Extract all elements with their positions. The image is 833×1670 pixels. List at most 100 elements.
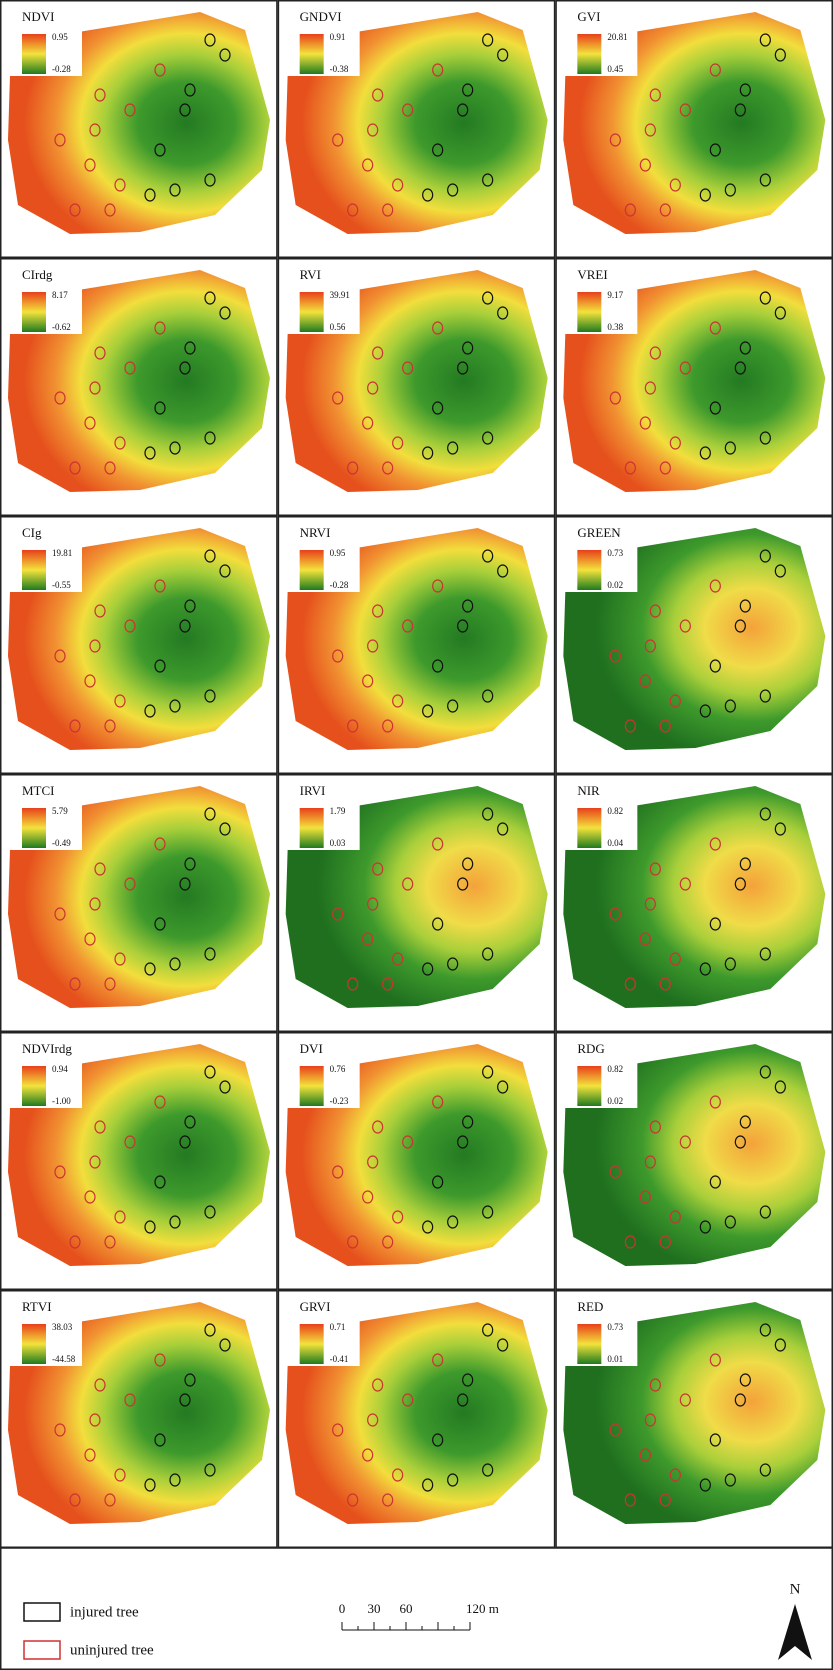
color-ramp	[300, 1066, 324, 1106]
map-panel: DVI0.76-0.23	[278, 1033, 554, 1290]
injured-label: injured tree	[70, 1604, 139, 1620]
color-ramp	[577, 292, 601, 332]
legend-min: 0.01	[607, 1354, 623, 1364]
legend-min: 0.56	[330, 322, 346, 332]
figure: NDVI 0.95 -0.28 GNDVI 0.91 -0.38 GVI 20.81 0.45 C…	[0, 0, 833, 1670]
legend-max: 5.79	[52, 806, 68, 816]
panel-title: RDG	[577, 1041, 604, 1056]
color-ramp	[577, 808, 601, 848]
legend-min: 0.02	[607, 580, 623, 590]
north-arrow	[778, 1604, 812, 1660]
legend-max: 39.91	[330, 290, 350, 300]
color-ramp	[22, 1066, 46, 1106]
legend-max: 0.91	[330, 32, 346, 42]
uninjured-label: uninjured tree	[70, 1642, 154, 1658]
color-ramp	[300, 808, 324, 848]
injured-swatch	[24, 1603, 60, 1621]
color-ramp	[22, 550, 46, 590]
panel-title: CIg	[22, 525, 42, 540]
color-ramp	[577, 34, 601, 74]
legend-max: 0.73	[607, 548, 623, 558]
legend-max: 1.79	[330, 806, 346, 816]
map-panel: VREI9.17 0.38	[556, 259, 832, 516]
panel-title: VREI	[577, 267, 607, 282]
panel-title: RED	[577, 1299, 603, 1314]
legend-min: -44.58	[52, 1354, 76, 1364]
map-panel: CIg 19.81 -0.55	[1, 517, 277, 774]
uninjured-swatch	[24, 1641, 60, 1659]
color-ramp	[577, 1324, 601, 1364]
legend-min: -0.23	[330, 1096, 349, 1106]
legend-min: 0.04	[607, 838, 623, 848]
map-panel: RVI 39.91 0.56	[278, 259, 554, 516]
map-panel: RTVI38.03-44.58	[1, 1291, 277, 1548]
panel-title: IRVI	[300, 783, 326, 798]
scale-label: 0	[339, 1601, 346, 1616]
scale-label: 30	[368, 1601, 381, 1616]
panel-title: NRVI	[300, 525, 331, 540]
north-label: N	[790, 1581, 801, 1597]
panel-title: NDVIrdg	[22, 1041, 72, 1056]
map-panel: NDVIrdg 0.94 -1.00	[1, 1033, 277, 1290]
legend-max: 8.17	[52, 290, 68, 300]
legend-min: -0.28	[52, 64, 71, 74]
map-panel: RED 0.73 0.01	[556, 1291, 832, 1548]
legend-min: -1.00	[52, 1096, 71, 1106]
legend-min: -0.62	[52, 322, 71, 332]
legend-min: 0.02	[607, 1096, 623, 1106]
map-panel: GRVI 0.71 -0.41	[278, 1291, 554, 1548]
map-panel: NIR 0.82 0.04	[556, 775, 832, 1032]
map-panel: RDG0.82 0.02	[556, 1033, 832, 1290]
panel-title: NIR	[577, 783, 600, 798]
legend-area: injured tree uninjured tree 0 30 60 120 m N	[24, 1581, 812, 1660]
color-ramp	[22, 1324, 46, 1364]
map-panel: NDVI 0.95 -0.28	[1, 1, 277, 258]
legend-min: -0.28	[330, 580, 349, 590]
color-ramp	[300, 292, 324, 332]
map-panel: CIrdg 8.17 -0.62	[1, 259, 277, 516]
legend-max: 0.73	[607, 1322, 623, 1332]
legend-max: 38.03	[52, 1322, 73, 1332]
legend-max: 19.81	[52, 548, 72, 558]
color-ramp	[22, 292, 46, 332]
map-panel: GNDVI 0.91 -0.38	[278, 1, 554, 258]
color-ramp	[22, 34, 46, 74]
color-ramp	[577, 1066, 601, 1106]
legend-min: -0.55	[52, 580, 71, 590]
map-panel: NRVI 0.95 -0.28	[278, 517, 554, 774]
legend-max: 0.95	[52, 32, 68, 42]
legend-max: 0.71	[330, 1322, 346, 1332]
legend-min: 0.38	[607, 322, 623, 332]
panel-title: CIrdg	[22, 267, 53, 282]
legend-max: 20.81	[607, 32, 627, 42]
legend-max: 0.82	[607, 1064, 623, 1074]
panel-title: GVI	[577, 9, 600, 24]
color-ramp	[22, 808, 46, 848]
panel-title: GRVI	[300, 1299, 331, 1314]
legend-min: -0.41	[330, 1354, 349, 1364]
panel-title: RVI	[300, 267, 321, 282]
map-panel: MTCI 5.79 -0.49	[1, 775, 277, 1032]
legend-max: 9.17	[607, 290, 623, 300]
legend-max: 0.76	[330, 1064, 346, 1074]
map-panel: GVI 20.81 0.45	[556, 1, 832, 258]
scale-bar: 0 30 60 120 m	[339, 1601, 499, 1630]
legend-min: 0.45	[607, 64, 623, 74]
panel-title: NDVI	[22, 9, 55, 24]
legend-max: 0.95	[330, 548, 346, 558]
color-ramp	[300, 1324, 324, 1364]
panel-title: GNDVI	[300, 9, 342, 24]
color-ramp	[300, 550, 324, 590]
map-panel: GREEN0.730.02	[556, 517, 832, 774]
legend-max: 0.82	[607, 806, 623, 816]
panel-title: MTCI	[22, 783, 55, 798]
color-ramp	[300, 34, 324, 74]
scale-label: 60	[400, 1601, 413, 1616]
legend-min: -0.49	[52, 838, 71, 848]
color-ramp	[577, 550, 601, 590]
panels: NDVI 0.95 -0.28 GNDVI 0.91 -0.38 GVI 20.81 0.45 C…	[1, 1, 833, 1548]
legend-min: -0.38	[330, 64, 349, 74]
legend-max: 0.94	[52, 1064, 68, 1074]
scale-label: 120 m	[466, 1601, 499, 1616]
